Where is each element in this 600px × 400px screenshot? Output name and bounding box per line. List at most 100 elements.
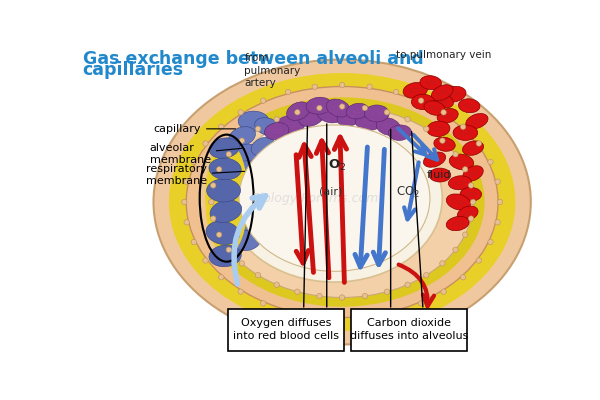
Circle shape — [418, 98, 424, 103]
Ellipse shape — [252, 159, 278, 176]
Ellipse shape — [209, 138, 239, 158]
Circle shape — [260, 301, 266, 306]
Ellipse shape — [376, 118, 400, 135]
Ellipse shape — [346, 103, 369, 119]
Circle shape — [394, 89, 399, 95]
Circle shape — [469, 216, 474, 221]
FancyBboxPatch shape — [228, 309, 344, 351]
Circle shape — [191, 159, 197, 165]
Text: Oxygen diffuses
into red blood cells: Oxygen diffuses into red blood cells — [233, 318, 339, 342]
Circle shape — [362, 293, 368, 299]
Ellipse shape — [200, 135, 254, 262]
Ellipse shape — [239, 125, 430, 271]
Circle shape — [453, 152, 458, 157]
Ellipse shape — [434, 137, 455, 151]
Circle shape — [191, 239, 197, 245]
Ellipse shape — [299, 108, 324, 126]
Ellipse shape — [169, 73, 515, 331]
Circle shape — [218, 124, 224, 130]
Ellipse shape — [287, 102, 310, 120]
Ellipse shape — [460, 187, 482, 201]
Ellipse shape — [412, 94, 434, 110]
Ellipse shape — [463, 141, 484, 155]
Ellipse shape — [442, 86, 466, 102]
Ellipse shape — [463, 166, 483, 181]
Circle shape — [497, 199, 503, 205]
Circle shape — [440, 261, 445, 266]
Circle shape — [463, 167, 468, 172]
Text: fluid: fluid — [427, 170, 451, 180]
Ellipse shape — [453, 125, 478, 140]
Ellipse shape — [277, 116, 304, 134]
Ellipse shape — [206, 221, 239, 244]
Text: Biology-Forums.com: Biology-Forums.com — [251, 192, 379, 205]
Circle shape — [463, 232, 468, 237]
Ellipse shape — [466, 114, 488, 129]
Circle shape — [476, 141, 482, 146]
Circle shape — [217, 167, 222, 172]
Text: capillary: capillary — [154, 124, 235, 134]
Text: (air): (air) — [319, 187, 342, 197]
Circle shape — [441, 289, 446, 294]
Circle shape — [218, 274, 224, 280]
Circle shape — [203, 141, 208, 146]
Ellipse shape — [206, 179, 241, 202]
Ellipse shape — [431, 85, 453, 101]
Circle shape — [295, 110, 300, 115]
Circle shape — [182, 199, 187, 205]
Ellipse shape — [388, 125, 412, 140]
Ellipse shape — [186, 86, 498, 318]
Circle shape — [340, 82, 345, 88]
Text: Carbon dioxide
diffuses into alveolus: Carbon dioxide diffuses into alveolus — [350, 318, 469, 342]
Circle shape — [340, 104, 345, 109]
Circle shape — [312, 314, 317, 320]
Ellipse shape — [337, 108, 362, 126]
Circle shape — [226, 247, 232, 252]
Circle shape — [405, 282, 410, 287]
Circle shape — [312, 84, 317, 90]
Ellipse shape — [251, 137, 275, 156]
Ellipse shape — [209, 245, 241, 267]
Ellipse shape — [265, 122, 289, 140]
Circle shape — [453, 247, 458, 252]
Circle shape — [488, 239, 493, 245]
Circle shape — [226, 152, 232, 157]
Circle shape — [274, 117, 280, 122]
Circle shape — [424, 272, 429, 278]
Circle shape — [384, 289, 389, 294]
Ellipse shape — [229, 195, 259, 217]
Ellipse shape — [229, 127, 256, 146]
Circle shape — [367, 314, 372, 320]
Ellipse shape — [448, 176, 472, 190]
Ellipse shape — [457, 206, 478, 221]
Circle shape — [209, 199, 214, 205]
Circle shape — [317, 293, 322, 299]
Text: respiratory
membrane: respiratory membrane — [146, 164, 245, 186]
Circle shape — [362, 105, 368, 111]
Ellipse shape — [238, 214, 266, 233]
Circle shape — [184, 220, 190, 225]
Circle shape — [405, 117, 410, 122]
Ellipse shape — [238, 111, 269, 131]
Circle shape — [211, 216, 216, 221]
Circle shape — [495, 220, 500, 225]
Text: Gas exchange between alveoli and: Gas exchange between alveoli and — [83, 50, 424, 68]
Circle shape — [260, 98, 266, 103]
Circle shape — [239, 261, 245, 266]
Ellipse shape — [420, 76, 442, 90]
Ellipse shape — [429, 168, 451, 182]
Circle shape — [286, 309, 291, 315]
Circle shape — [367, 84, 372, 90]
Ellipse shape — [437, 108, 458, 123]
Ellipse shape — [424, 101, 445, 115]
Ellipse shape — [235, 144, 264, 164]
Ellipse shape — [205, 141, 248, 255]
Circle shape — [286, 89, 291, 95]
Ellipse shape — [200, 97, 485, 307]
Circle shape — [184, 179, 190, 184]
FancyBboxPatch shape — [352, 309, 467, 351]
Ellipse shape — [229, 161, 259, 182]
Circle shape — [340, 316, 345, 322]
Circle shape — [470, 199, 476, 205]
Circle shape — [238, 110, 244, 115]
